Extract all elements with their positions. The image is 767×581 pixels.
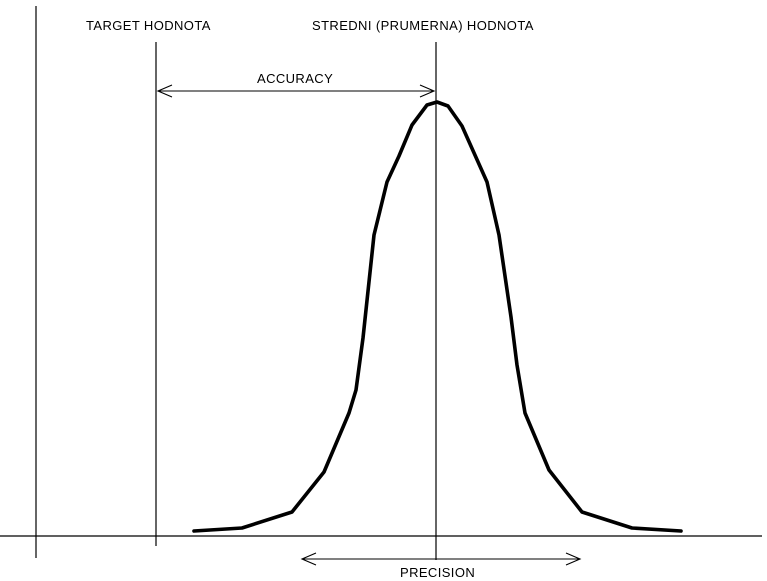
accuracy-label: ACCURACY xyxy=(257,71,333,86)
precision-label: PRECISION xyxy=(400,565,475,580)
target-value-label: TARGET HODNOTA xyxy=(86,18,211,33)
distribution-curve xyxy=(192,100,683,533)
precision-arrow xyxy=(300,552,582,566)
accuracy-arrow xyxy=(156,84,436,98)
mean-value-label: STREDNI (PRUMERNA) HODNOTA xyxy=(312,18,534,33)
